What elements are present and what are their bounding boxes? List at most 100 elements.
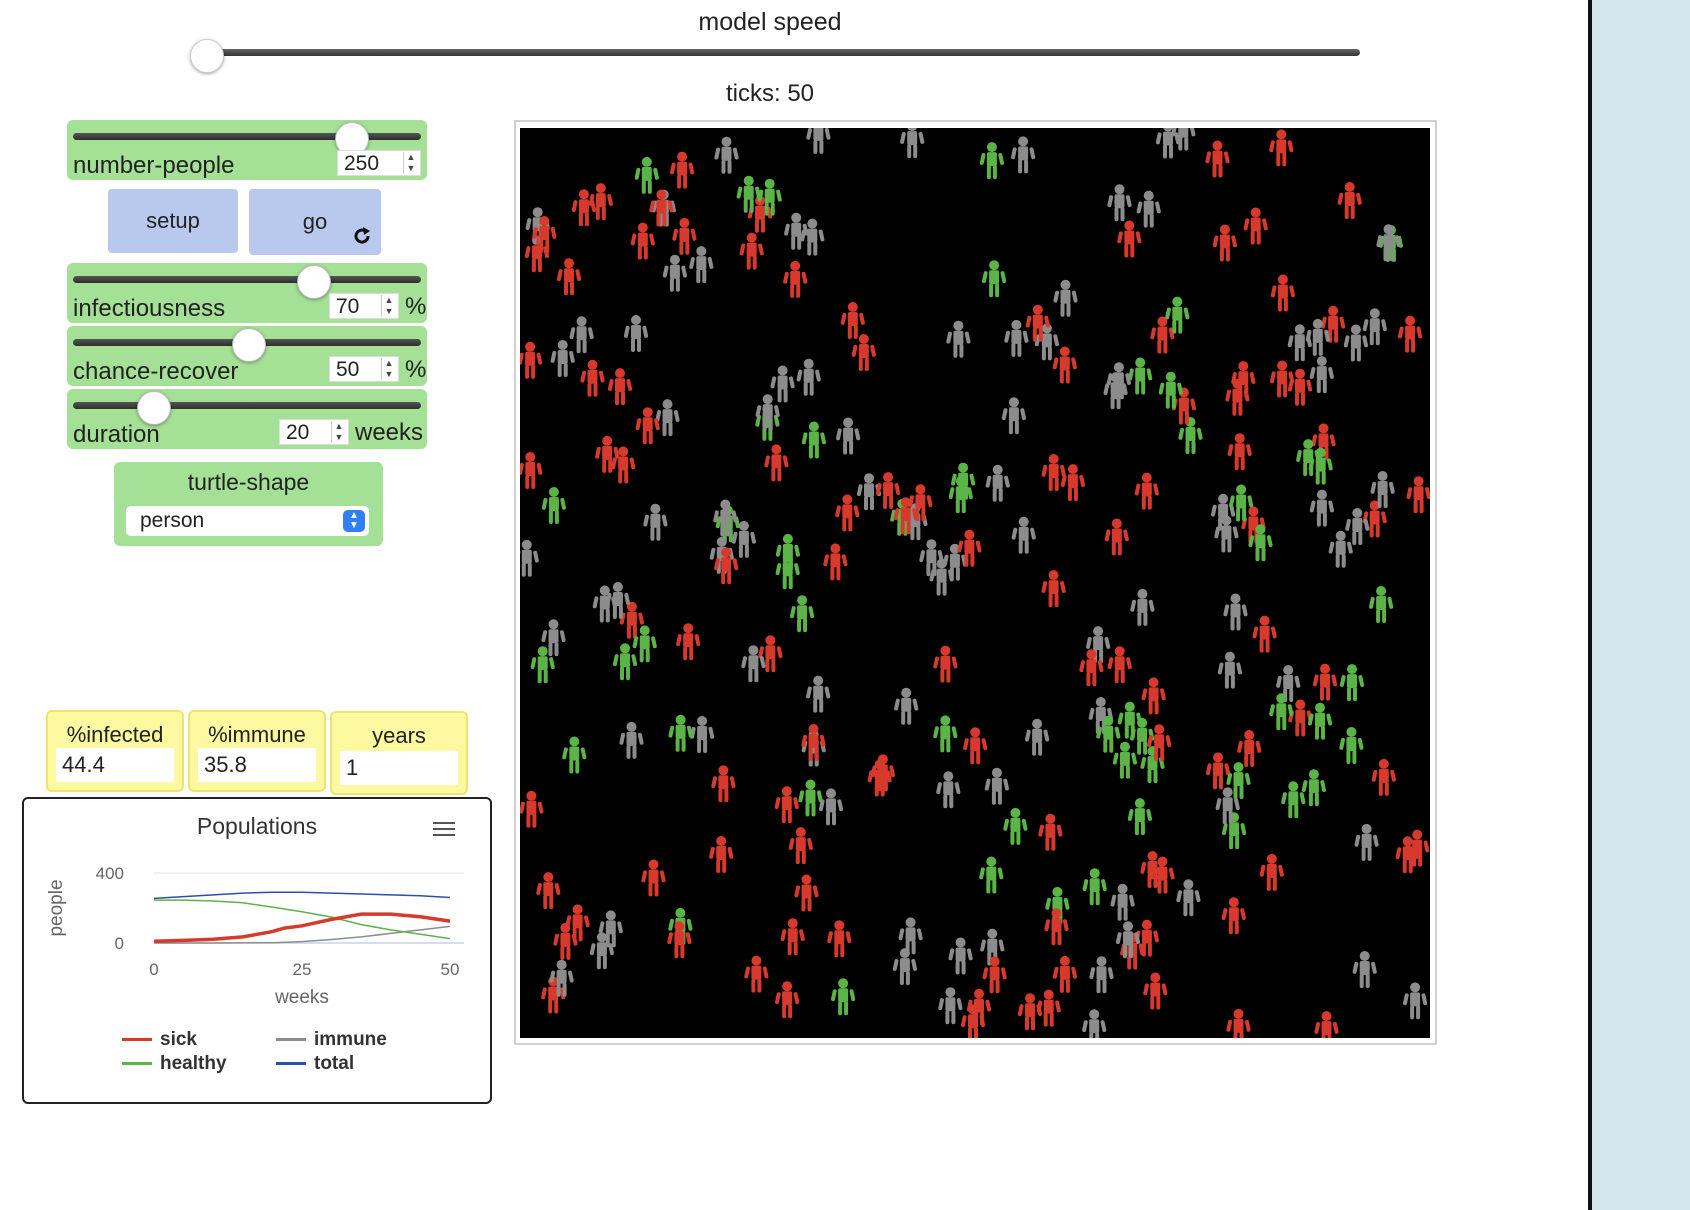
person-agent-healthy xyxy=(634,156,659,194)
go-button[interactable]: go xyxy=(249,189,381,255)
person-agent-sick xyxy=(520,452,543,489)
person-agent-immune xyxy=(550,340,575,377)
slider-label: chance-recover xyxy=(73,358,239,385)
slider-value: 50 xyxy=(336,358,360,381)
person-agent-healthy xyxy=(1117,701,1142,739)
person-agent-immune xyxy=(836,417,861,455)
person-agent-sick xyxy=(744,955,769,993)
person-agent-sick xyxy=(1147,724,1172,762)
slider-unit: % xyxy=(405,293,427,320)
person-agent-sick xyxy=(1259,853,1284,891)
select-arrows-icon[interactable]: ▲ ▼ xyxy=(343,510,365,532)
person-agent-sick xyxy=(1312,663,1338,701)
person-agent-immune xyxy=(1362,308,1387,346)
side-panel xyxy=(1588,0,1690,1210)
slider-track[interactable] xyxy=(73,133,421,140)
duration-input[interactable]: 20 ▲ ▼ xyxy=(279,419,349,445)
slider-unit: % xyxy=(405,356,427,383)
duration-slider[interactable]: duration 20 ▲ ▼ weeks xyxy=(67,389,427,449)
legend-swatch xyxy=(122,1038,152,1042)
person-agent-healthy xyxy=(1003,807,1028,845)
monitor-value: 1 xyxy=(340,751,458,785)
slider-track[interactable] xyxy=(73,402,421,409)
slider-value: 20 xyxy=(286,421,310,444)
person-agent-sick xyxy=(827,920,852,958)
person-agent-healthy xyxy=(775,533,800,571)
years-monitor: years 1 xyxy=(330,711,468,795)
person-agent-immune xyxy=(569,316,594,354)
person-agent-immune xyxy=(984,767,1009,805)
speed-slider-thumb[interactable] xyxy=(190,39,224,73)
speed-slider[interactable] xyxy=(205,49,1360,56)
person-agent-immune xyxy=(731,520,756,558)
turtle-shape-select[interactable]: person ▲ ▼ xyxy=(126,506,369,536)
person-agent-healthy xyxy=(1158,371,1183,409)
legend-label: immune xyxy=(314,1029,387,1050)
person-agent-immune xyxy=(714,136,739,174)
y-axis-label: people xyxy=(46,879,67,936)
person-agent-sick xyxy=(801,724,826,761)
slider-thumb[interactable] xyxy=(137,391,171,425)
person-agent-sick xyxy=(780,918,805,956)
infectiousness-input[interactable]: 70 ▲ ▼ xyxy=(329,293,399,319)
person-agent-healthy xyxy=(1248,524,1273,562)
slider-label: duration xyxy=(73,421,160,448)
person-agent-sick xyxy=(963,727,988,765)
person-agent-immune xyxy=(1025,718,1050,756)
person-agent-sick xyxy=(840,302,865,339)
person-agent-sick xyxy=(774,786,799,824)
person-agent-sick xyxy=(1150,316,1175,354)
spinner-icon[interactable]: ▲ ▼ xyxy=(381,295,396,317)
person-agent-immune xyxy=(605,582,630,619)
person-agent-sick xyxy=(588,183,613,221)
person-agent-healthy xyxy=(612,643,638,681)
person-agent-immune xyxy=(898,917,923,955)
number-people-slider[interactable]: number-people 250 ▲ ▼ xyxy=(67,120,427,180)
person-agent-immune xyxy=(1276,665,1301,702)
person-agent-immune xyxy=(796,358,821,396)
spinner-icon[interactable]: ▲ ▼ xyxy=(331,421,346,443)
person-agent-immune xyxy=(1053,279,1078,317)
person-agent-sick xyxy=(670,151,695,189)
person-agent-healthy xyxy=(982,260,1007,298)
person-agent-sick xyxy=(1227,433,1252,471)
immune-monitor: %immune 35.8 xyxy=(188,710,326,792)
person-agent-sick xyxy=(1079,649,1104,687)
person-agent-immune xyxy=(1309,489,1334,527)
monitor-label: %immune xyxy=(208,722,306,747)
infectiousness-slider[interactable]: infectiousness 70 ▲ ▼ % xyxy=(67,263,427,323)
y-tick-label: 400 xyxy=(96,864,124,883)
hamburger-menu-icon[interactable] xyxy=(432,821,456,837)
turtle-shape-chooser[interactable]: turtle-shape person ▲ ▼ xyxy=(114,462,383,546)
legend-label: sick xyxy=(160,1029,197,1050)
slider-thumb[interactable] xyxy=(297,265,331,299)
person-agent-immune xyxy=(1309,356,1334,394)
monitor-value: 35.8 xyxy=(198,748,316,782)
person-agent-sick xyxy=(1052,346,1077,384)
person-agent-healthy xyxy=(801,421,826,459)
slider-thumb[interactable] xyxy=(232,328,266,362)
chance-recover-input[interactable]: 50 ▲ ▼ xyxy=(329,356,399,382)
world-view[interactable] xyxy=(520,128,1430,1038)
person-agent-sick xyxy=(783,260,808,298)
chance-recover-slider[interactable]: chance-recover 50 ▲ ▼ % xyxy=(67,326,427,386)
series-line-total xyxy=(153,891,451,900)
legend-swatch xyxy=(276,1038,306,1042)
person-agent-immune xyxy=(985,464,1010,502)
person-agent-healthy xyxy=(1096,715,1121,753)
number-people-input[interactable]: 250 ▲ ▼ xyxy=(337,150,421,176)
person-agent-sick xyxy=(1041,570,1066,608)
slider-value: 70 xyxy=(336,295,360,318)
person-agent-sick xyxy=(794,874,819,912)
person-agent-sick xyxy=(1270,360,1295,398)
x-axis-label: weeks xyxy=(274,987,329,1008)
setup-button[interactable]: setup xyxy=(108,189,238,253)
person-agent-sick xyxy=(1212,224,1237,262)
person-agent-healthy xyxy=(1226,762,1251,800)
person-agent-immune xyxy=(1011,516,1036,554)
spinner-icon[interactable]: ▲ ▼ xyxy=(381,358,396,380)
spinner-icon[interactable]: ▲ ▼ xyxy=(403,152,418,174)
slider-track[interactable] xyxy=(73,276,421,283)
person-agent-sick xyxy=(1038,813,1063,851)
person-agent-healthy xyxy=(979,142,1004,180)
